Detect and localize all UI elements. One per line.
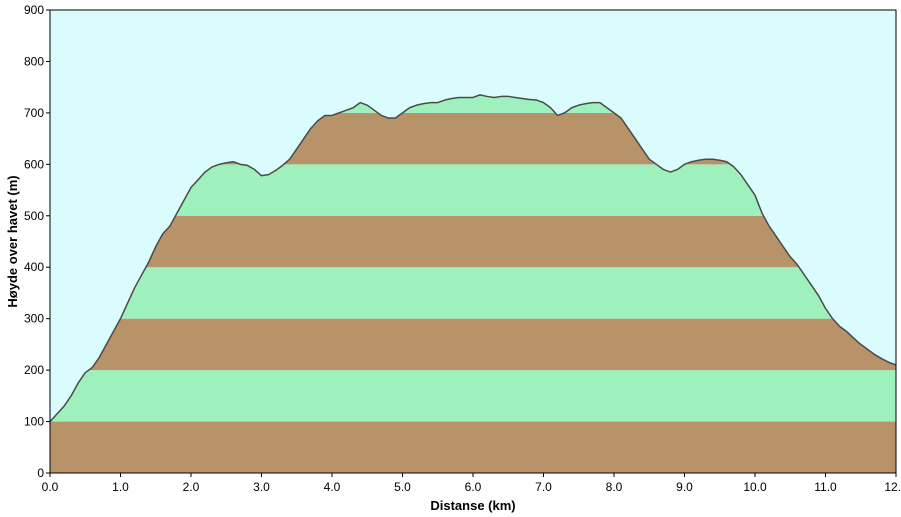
y-axis-title: Høyde over havet (m)	[5, 175, 20, 307]
y-tick-label: 300	[24, 312, 44, 326]
y-axis-ticks: 0 100 200 300 400 500 600 700 800 900	[24, 3, 50, 480]
elevation-band	[50, 318, 896, 371]
x-tick-label: 9.0	[676, 480, 693, 494]
x-tick-label: 5.0	[394, 480, 411, 494]
elevation-band	[50, 215, 896, 268]
y-tick-label: 100	[24, 415, 44, 429]
elevation-band	[50, 421, 896, 473]
x-tick-label: 0.0	[42, 480, 59, 494]
y-tick-label: 700	[24, 106, 44, 120]
x-tick-label: 8.0	[606, 480, 623, 494]
elevation-band	[50, 370, 896, 422]
y-tick-label: 900	[24, 3, 44, 17]
y-tick-label: 0	[37, 466, 44, 480]
x-tick-label: 7.0	[535, 480, 552, 494]
elevation-band	[50, 267, 896, 319]
x-tick-label: 2.0	[183, 480, 200, 494]
elevation-profile-line	[49, 94, 897, 423]
y-tick-label: 500	[24, 209, 44, 223]
x-axis-ticks: 0.0 1.0 2.0 3.0 4.0 5.0 6.0 7.0 8.0 9.0 10.0 11.0 12…	[42, 473, 901, 494]
x-tick-label: 12.0	[884, 480, 901, 494]
x-tick-label: 4.0	[324, 480, 341, 494]
x-tick-label: 6.0	[465, 480, 482, 494]
y-tick-label: 600	[24, 157, 44, 171]
y-tick-label: 200	[24, 363, 44, 377]
y-tick-label: 400	[24, 260, 44, 274]
x-tick-label: 10.0	[743, 480, 767, 494]
x-tick-label: 11.0	[814, 480, 837, 494]
y-tick-label: 800	[24, 54, 44, 68]
x-axis-title: Distanse (km)	[430, 498, 515, 513]
x-tick-label: 3.0	[253, 480, 270, 494]
x-tick-label: 1.0	[112, 480, 129, 494]
